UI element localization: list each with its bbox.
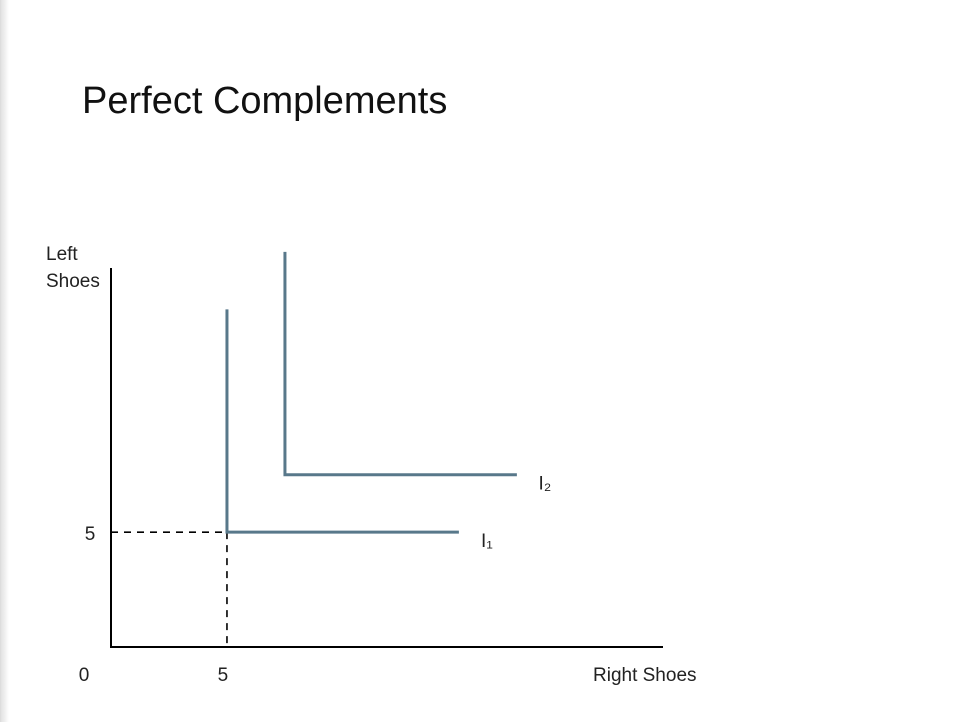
x-axis-label: Right Shoes <box>593 665 697 686</box>
y-axis-label: Left Shoes <box>46 244 100 292</box>
curve-label: I₂ <box>539 474 552 495</box>
x-tick-label: 5 <box>218 665 229 686</box>
curve-label: I₁ <box>481 531 493 552</box>
slide-edge <box>1 0 9 722</box>
indifference-curve <box>225 309 459 534</box>
indifference-curve <box>283 251 517 477</box>
y-tick-label: 5 <box>85 524 96 545</box>
x-tick-label: 0 <box>79 665 90 686</box>
chart-title: Perfect Complements <box>82 80 448 122</box>
